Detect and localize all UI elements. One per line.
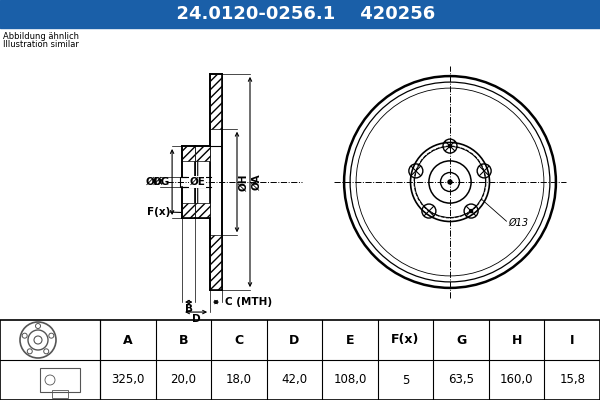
Bar [0, 320, 600, 400]
Text: E: E [346, 334, 354, 346]
Text: F(x): F(x) [147, 207, 170, 217]
Text: 108,0: 108,0 [334, 374, 367, 386]
Bar [0, 320, 600, 400]
Bar [182, 146, 196, 161]
Text: G: G [456, 334, 466, 346]
Bar [52, 390, 68, 398]
Text: 325,0: 325,0 [111, 374, 145, 386]
Bar [210, 74, 222, 290]
Text: B: B [185, 304, 193, 314]
Circle shape [449, 144, 452, 148]
Text: H: H [511, 334, 522, 346]
Text: B: B [179, 334, 188, 346]
Text: 160,0: 160,0 [500, 374, 533, 386]
Bar [40, 368, 80, 392]
Text: 63,5: 63,5 [448, 374, 474, 386]
Circle shape [448, 180, 452, 184]
Text: Illustration similar: Illustration similar [3, 40, 79, 49]
Bar [180, 177, 197, 187]
Text: ØA: ØA [252, 174, 262, 190]
Text: ØI: ØI [145, 177, 158, 187]
Bar [0, 28, 600, 320]
Bar [196, 203, 210, 218]
Text: F(x): F(x) [391, 334, 420, 346]
Text: 15,8: 15,8 [559, 374, 585, 386]
Text: D: D [192, 314, 200, 324]
Text: 24.0120-0256.1    420256: 24.0120-0256.1 420256 [164, 5, 436, 23]
Text: Abbildung ähnlich: Abbildung ähnlich [3, 32, 79, 41]
Bar [182, 203, 196, 218]
Text: ØG: ØG [153, 177, 170, 187]
Bar [210, 235, 222, 290]
Text: 18,0: 18,0 [226, 374, 252, 386]
Bar [0, 0, 600, 28]
Text: C (MTH): C (MTH) [225, 297, 272, 307]
Text: I: I [570, 334, 574, 346]
Bar [182, 146, 196, 218]
Bar [196, 146, 210, 161]
Text: Ø13: Ø13 [508, 218, 529, 228]
Text: C: C [235, 334, 244, 346]
Text: 20,0: 20,0 [170, 374, 196, 386]
Circle shape [470, 210, 473, 212]
Text: 42,0: 42,0 [281, 374, 308, 386]
Text: A: A [123, 334, 133, 346]
Bar [210, 74, 222, 129]
Bar [196, 146, 210, 218]
Text: ØH: ØH [239, 173, 249, 191]
Text: ØE: ØE [190, 177, 206, 187]
Text: D: D [289, 334, 299, 346]
Text: 5: 5 [402, 374, 409, 386]
